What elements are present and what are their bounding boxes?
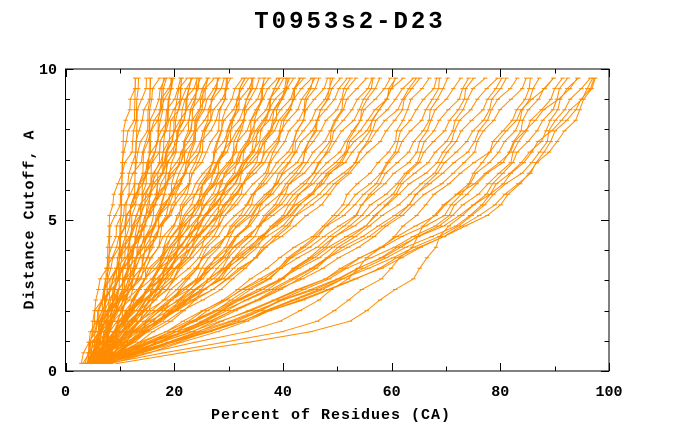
x-axis-label: Percent of Residues (CA) [210, 407, 452, 424]
tick-label: 60 [383, 384, 401, 401]
model-curve [106, 77, 580, 364]
model-curve [115, 77, 595, 364]
model-curve [94, 77, 376, 364]
axes-frame [65, 68, 610, 372]
tick-label: 5 [48, 213, 57, 230]
model-curve [97, 77, 442, 364]
tick-labels: 0 20 40 60 80 100 0 5 10 [39, 62, 623, 401]
model-curve [92, 77, 463, 364]
tick-label: 80 [491, 384, 509, 401]
model-curve [101, 77, 581, 364]
tick-label: 0 [48, 364, 57, 381]
model-curve [102, 77, 556, 364]
tick-label: 20 [165, 384, 183, 401]
model-curve [94, 77, 520, 364]
tick-label: 40 [274, 384, 292, 401]
curves-layer [79, 77, 598, 364]
tick-label: 100 [595, 384, 622, 401]
chart-title: T0953s2-D23 [254, 9, 446, 36]
model-curve [105, 77, 598, 364]
tick-label: 10 [39, 62, 57, 79]
model-curve [102, 77, 423, 364]
model-curve [94, 77, 593, 364]
model-curve [106, 77, 533, 364]
tick-label: 0 [61, 384, 70, 401]
